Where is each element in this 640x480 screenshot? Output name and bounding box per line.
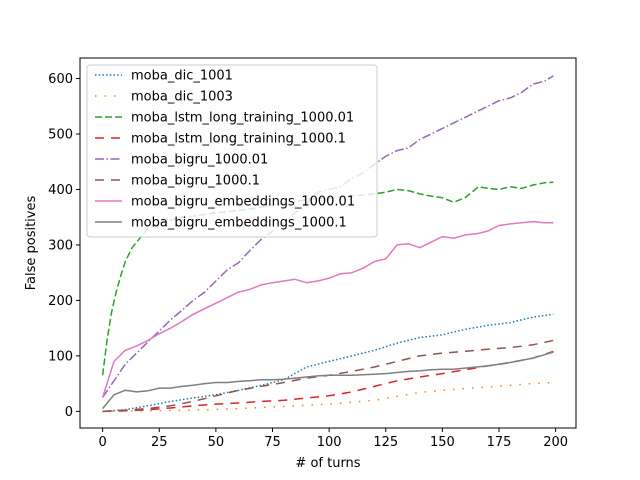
plot-lines (101, 75, 554, 413)
y-tick-label: 300 (48, 238, 73, 253)
series-line-moba-bigru-embeddings-1000-01 (101, 220, 554, 398)
y-tick-label: 400 (48, 183, 73, 198)
x-tick-label: 125 (373, 435, 398, 450)
series-line-moba-bigru-embeddings-1000-1 (102, 351, 554, 410)
axes-frame (79, 57, 577, 429)
x-tick-label: 0 (99, 435, 107, 450)
legend-label: moba_dic_1001 (131, 69, 233, 84)
legend-label: moba_bigru_1000.01 (131, 153, 268, 168)
legend-label: moba_bigru_1000.1 (131, 174, 260, 189)
y-tick-label: 100 (48, 349, 73, 364)
series-line-moba-lstm-long-training-1000-1 (102, 350, 554, 413)
x-tick-label: 50 (208, 435, 225, 450)
legend-label: moba_lstm_long_training_1000.1 (131, 132, 346, 147)
y-axis: 0 100 200 300 400 500 600 (48, 72, 80, 420)
x-tick-label: 100 (317, 435, 342, 450)
y-axis-label: False positives (24, 196, 39, 291)
x-axis-label: # of turns (295, 456, 360, 471)
x-axis: 0 25 50 75 100 125 150 175 200 (99, 428, 568, 450)
y-tick-label: 200 (48, 294, 73, 309)
x-tick-label: 150 (430, 435, 455, 450)
y-tick-label: 0 (65, 405, 73, 420)
x-tick-label: 200 (543, 435, 568, 450)
y-tick-label: 600 (48, 72, 73, 87)
y-tick-label: 500 (48, 127, 73, 142)
series-line-moba-dic-1001 (102, 313, 554, 413)
legend-label: moba_bigru_embeddings_1000.1 (131, 216, 347, 231)
legend-label: moba_lstm_long_training_1000.01 (131, 111, 354, 126)
series-line-moba-dic-1003 (102, 381, 554, 413)
legend-label: moba_bigru_embeddings_1000.01 (131, 195, 355, 210)
legend: moba_dic_1001 moba_dic_1003 moba_lstm_long… (86, 64, 378, 238)
x-tick-label: 175 (487, 435, 512, 450)
x-tick-label: 25 (151, 435, 168, 450)
legend-label: moba_dic_1003 (131, 90, 233, 105)
legend-box (86, 64, 378, 238)
x-tick-label: 75 (264, 435, 281, 450)
